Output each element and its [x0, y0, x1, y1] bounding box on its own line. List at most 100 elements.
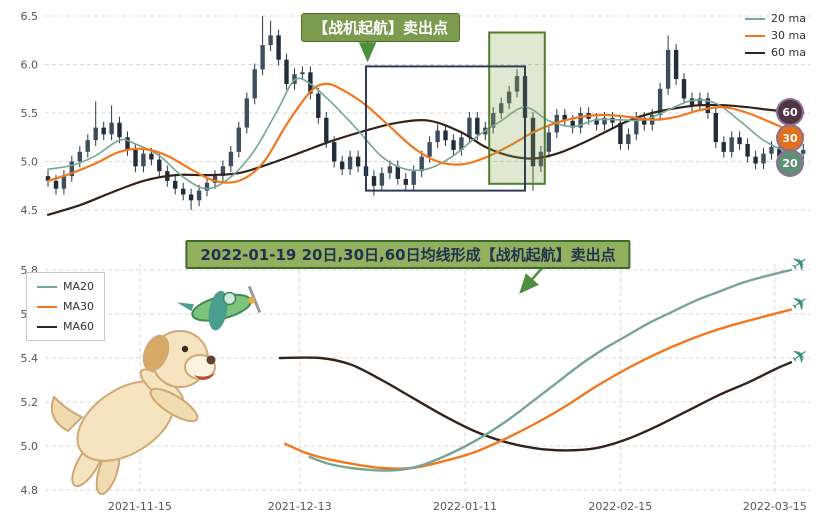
candle-body	[181, 188, 186, 195]
candle-body	[300, 72, 305, 75]
candle-body	[642, 117, 647, 125]
candle-body	[228, 151, 234, 167]
bottom-y-tick-label: 4.8	[21, 484, 39, 497]
candle-body	[753, 156, 758, 164]
ma60-value-badge: 60	[778, 100, 802, 124]
bottom-x-tick-label: 2022-02-15	[588, 500, 652, 513]
candle-body	[340, 161, 345, 170]
candle-body	[45, 176, 51, 181]
candle-body	[379, 173, 385, 186]
legend-swatch-ma60	[37, 325, 57, 328]
candle-body	[435, 130, 440, 143]
candle-body	[443, 130, 448, 141]
candle-body	[196, 190, 202, 201]
dog-nose	[206, 355, 216, 365]
legend-label-20ma: 20 ma	[771, 12, 806, 25]
candle-body	[133, 149, 138, 167]
candle-body	[332, 142, 337, 162]
candle-body	[149, 153, 154, 160]
candle-body	[204, 182, 210, 191]
bottom-ma-line-MA60	[278, 356, 793, 452]
dog-front-leg-2	[149, 387, 199, 423]
candle-body	[562, 114, 567, 121]
candle-body	[419, 156, 424, 172]
candle-body	[411, 171, 416, 185]
legend-swatch-ma20	[37, 285, 57, 288]
legend-item-60ma: 60 ma	[745, 46, 806, 59]
candle-body	[745, 144, 750, 157]
top-gridlines: 6.5 6.0 5.5 5.0 4.5	[21, 10, 810, 217]
legend-swatch-30ma	[745, 34, 766, 37]
legend-label-ma20: MA20	[63, 280, 95, 293]
top-y-tick-label: 6.5	[21, 10, 39, 23]
candle-body	[570, 120, 575, 128]
airplane-icon: ✈	[786, 341, 813, 370]
candle-body	[188, 194, 194, 201]
candle-body	[53, 180, 59, 189]
candle-body	[371, 176, 377, 186]
dog-tail	[50, 395, 84, 433]
candle-body	[308, 72, 313, 94]
candle-body	[769, 146, 774, 154]
legend-label-ma30: MA30	[63, 300, 95, 313]
bottom-gridlines: 5.85.65.45.25.04.82021-11-152021-12-1320…	[21, 264, 810, 513]
candle-body	[681, 79, 687, 99]
candle-body	[689, 98, 695, 106]
candle-body	[618, 122, 623, 144]
candle-body	[697, 98, 703, 106]
airplane-icon: ✈	[786, 249, 813, 278]
legend-swatch-ma30	[37, 305, 57, 308]
candle-body	[665, 49, 671, 89]
candle-body	[737, 137, 742, 145]
bottom-ma-chart: 5.85.65.45.25.04.82021-11-152021-12-1320…	[21, 249, 814, 513]
candle-body	[93, 127, 98, 141]
candle-body	[236, 127, 241, 152]
plane-prop-hub	[248, 296, 256, 304]
candle-body	[252, 69, 257, 99]
candle-body	[491, 113, 496, 128]
candle-body	[721, 142, 726, 152]
candle-body	[403, 179, 408, 185]
candle-body	[499, 103, 504, 113]
candle-body	[395, 166, 400, 179]
bottom-legend: MA20 MA30 MA60	[26, 272, 106, 341]
bottom-x-tick-label: 2021-12-13	[268, 500, 332, 513]
candle-body	[467, 117, 472, 138]
candle-body	[594, 118, 599, 125]
candle-body	[761, 153, 766, 164]
candle-body	[546, 132, 551, 152]
bottom-x-tick-label: 2022-01-11	[433, 500, 497, 513]
candle-body	[284, 59, 289, 84]
candle-body	[713, 113, 718, 143]
ma30-value-badge: 30	[778, 126, 802, 150]
candle-body	[276, 35, 281, 60]
top-y-tick-label: 5.5	[21, 107, 39, 120]
candle-body	[459, 137, 464, 150]
candle-body	[475, 117, 480, 135]
candle-body	[801, 149, 806, 154]
legend-item-ma60: MA60	[37, 320, 94, 333]
candle-body	[141, 153, 146, 167]
candle-body	[657, 88, 663, 115]
top-ma-line-20ma	[47, 77, 805, 190]
legend-item-ma20: MA20	[37, 280, 94, 293]
legend-item-30ma: 30 ma	[745, 29, 806, 42]
candle-body	[77, 151, 82, 162]
candle-body	[387, 166, 393, 174]
candle-body	[61, 176, 67, 189]
legend-label-30ma: 30 ma	[771, 29, 806, 42]
candle-body	[268, 35, 273, 46]
candle-body	[626, 134, 631, 144]
candle-body	[347, 156, 353, 170]
dog-illustration	[50, 285, 262, 495]
top-y-tick-label: 4.5	[21, 204, 39, 217]
candle-body	[69, 161, 74, 177]
candle-body	[101, 127, 106, 135]
candle-body	[85, 140, 90, 152]
candle-body	[530, 117, 536, 167]
candle-body	[729, 137, 734, 152]
bottom-y-tick-label: 5.0	[21, 440, 39, 453]
candle-body	[324, 117, 329, 142]
ma20-value-badge: 20	[778, 151, 802, 175]
toy-plane-icon	[176, 285, 262, 331]
